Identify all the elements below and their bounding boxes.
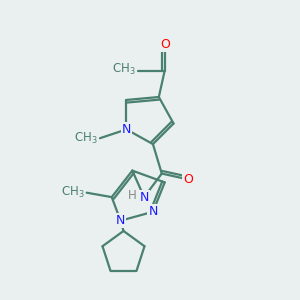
Text: N: N [122,123,131,136]
Text: CH$_3$: CH$_3$ [61,185,84,200]
Text: CH$_3$: CH$_3$ [74,131,98,146]
Text: H: H [128,189,137,202]
Text: CH$_3$: CH$_3$ [112,62,136,77]
Text: O: O [183,173,193,186]
Text: N: N [140,190,149,204]
Text: N: N [116,214,125,227]
Text: O: O [160,38,170,50]
Text: N: N [148,205,158,218]
